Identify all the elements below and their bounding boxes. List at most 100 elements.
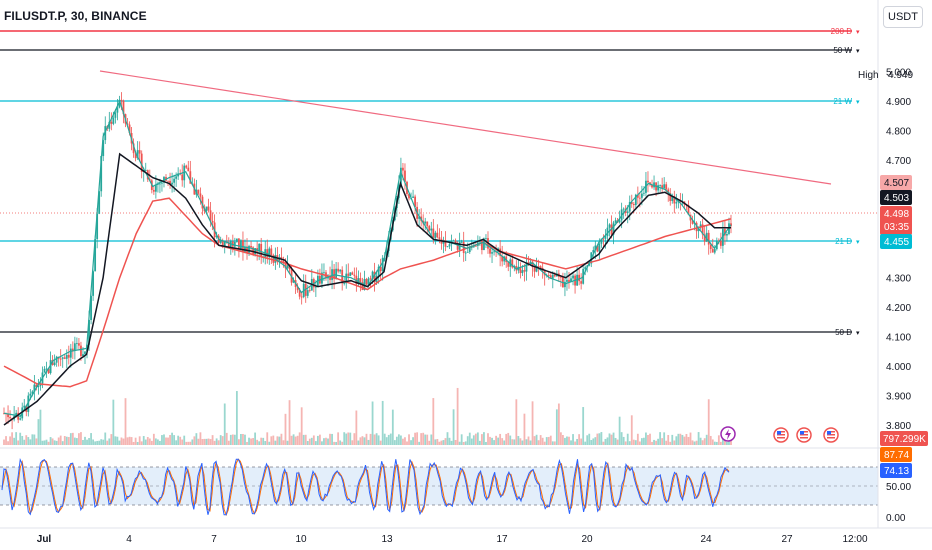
volume-bar [651, 441, 653, 445]
volume-bar [169, 434, 171, 445]
candle-body [80, 345, 82, 357]
volume-bar [325, 437, 327, 445]
candle-body [27, 395, 30, 412]
volume-bar [53, 440, 56, 445]
volume-bar [11, 432, 14, 445]
level-dropdown-icon[interactable]: ▾ [856, 330, 860, 337]
candle-body [618, 220, 621, 223]
volume-bar [205, 438, 208, 445]
candle-body [726, 233, 728, 236]
volume-bar [553, 441, 556, 445]
candle-body [92, 271, 95, 296]
candle-body [568, 279, 570, 282]
volume-bar [519, 438, 522, 445]
level-dropdown-icon[interactable]: ▾ [856, 29, 860, 36]
volume-bar [171, 432, 173, 445]
candle-body [201, 196, 204, 209]
candle-body [719, 240, 722, 246]
candle-body [134, 153, 137, 159]
volume-bar [436, 438, 439, 445]
candle-body [466, 251, 469, 253]
trendline[interactable] [99, 70, 832, 185]
volume-bar [88, 438, 90, 445]
candle-body [122, 100, 125, 115]
price-tick-label: 4.200 [886, 303, 911, 314]
candle-body [539, 266, 542, 268]
candle-body [69, 348, 72, 358]
volume-bar [110, 434, 113, 445]
volume-bar [363, 437, 366, 445]
candle-body [31, 391, 34, 394]
candle-body [227, 242, 230, 247]
candle-body [604, 236, 607, 239]
us-flag-icon[interactable] [823, 427, 839, 443]
ma-teal-line [3, 99, 732, 417]
volume-bar [689, 432, 692, 445]
volume-bar [705, 434, 708, 445]
price-tick-label: 4.800 [886, 126, 911, 137]
currency-button[interactable]: USDT [883, 6, 923, 28]
candle-body [209, 210, 212, 221]
ma-black-line [3, 152, 731, 426]
candle-body [94, 238, 97, 272]
candle-body [448, 244, 451, 247]
osc-badge-2-bg [880, 463, 912, 478]
volume-bar [608, 433, 611, 445]
volume-bar [592, 438, 595, 445]
volume-bar [235, 391, 238, 445]
level-dropdown-icon[interactable]: ▾ [856, 99, 860, 106]
volume-bar [33, 434, 36, 445]
level-dropdown-icon[interactable]: ▾ [856, 48, 860, 55]
volume-bar [495, 435, 497, 445]
volume-bar [691, 440, 694, 445]
volume-bar [331, 433, 333, 445]
candle-body [659, 185, 662, 186]
candle-body [408, 194, 410, 199]
volume-bar [351, 440, 354, 445]
volume-bar [244, 434, 246, 445]
level-dropdown-icon[interactable]: ▾ [856, 239, 860, 246]
volume-bar [499, 433, 502, 445]
candle-body [511, 259, 514, 268]
volume-bar [507, 432, 510, 445]
volume-bar [69, 433, 72, 445]
candle-body [23, 405, 26, 408]
volume-bar [582, 407, 585, 445]
candle-body [235, 238, 238, 242]
volume-bar [588, 433, 591, 445]
candle-body [592, 250, 595, 253]
volume-bar [485, 441, 487, 445]
volume-bar [300, 407, 303, 445]
us-flag-icon[interactable] [796, 427, 812, 443]
volume-bar [73, 437, 76, 445]
candle-body [553, 274, 556, 277]
price-tick-label: 4.000 [886, 362, 911, 373]
candle-body [100, 155, 103, 192]
candle-body [446, 246, 449, 248]
candle-body [96, 213, 99, 239]
volume-bar [513, 439, 516, 445]
symbol-title[interactable]: FILUSDT.P, 30, BINANCE [4, 9, 147, 23]
us-flag-icon[interactable] [773, 427, 789, 443]
oscillator-d-line [1, 458, 730, 517]
volume-bar [63, 435, 66, 445]
volume-bar [122, 438, 125, 445]
volume-bar [446, 432, 449, 445]
volume-bar [387, 434, 390, 445]
candle-body [159, 183, 161, 185]
volume-bar [341, 441, 344, 445]
price-axis[interactable]: 5.000 4.900 4.800 4.700 4.300 4.200 4.100 4.000… [886, 68, 911, 432]
lightning-icon[interactable] [720, 426, 736, 442]
candle-body [379, 266, 382, 272]
volume-bar [339, 440, 342, 445]
candle-body [630, 201, 633, 205]
candle-body [82, 354, 84, 357]
candle-body [657, 185, 659, 191]
volume-bar [23, 439, 26, 445]
time-axis[interactable]: Jul 4 7 10 13 17 20 24 27 12:00 [37, 534, 868, 545]
candle-body [197, 189, 200, 194]
volume-badge-bg [880, 431, 928, 446]
volume-bar [420, 433, 423, 445]
volume-bar [108, 438, 111, 445]
